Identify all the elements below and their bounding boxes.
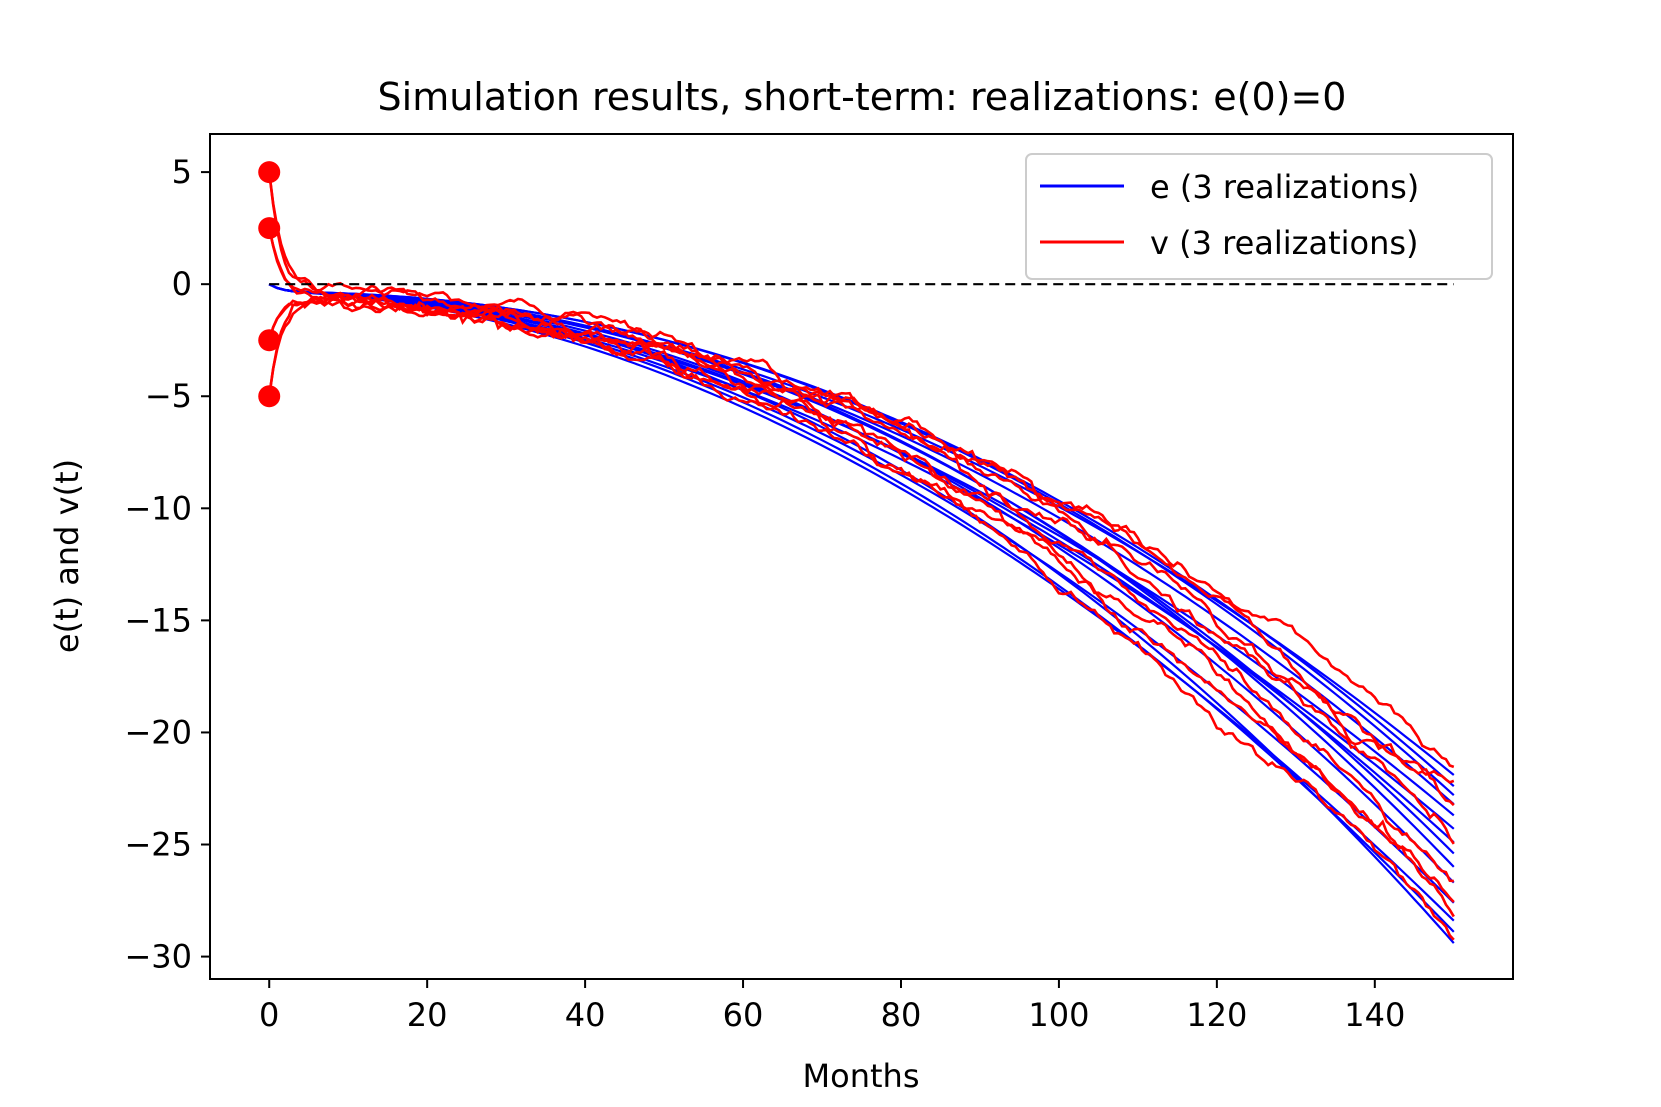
legend-label-e: e (3 realizations) xyxy=(1150,168,1419,206)
x-tick-label: 140 xyxy=(1344,996,1405,1034)
x-tick-label: 100 xyxy=(1028,996,1089,1034)
y-tick-label: −10 xyxy=(124,489,192,527)
plot-area xyxy=(258,161,1455,944)
chart-title: Simulation results, short-term: realizat… xyxy=(378,75,1347,119)
initial-v-marker xyxy=(258,217,281,240)
y-axis-label: e(t) and v(t) xyxy=(48,459,86,653)
x-tick-label: 20 xyxy=(407,996,448,1034)
x-tick-label: 40 xyxy=(565,996,606,1034)
x-tick-label: 120 xyxy=(1186,996,1247,1034)
x-tick-label: 60 xyxy=(723,996,764,1034)
x-tick-label: 80 xyxy=(881,996,922,1034)
y-tick-label: 5 xyxy=(172,153,192,191)
y-tick-label: −30 xyxy=(124,938,192,976)
initial-v-marker xyxy=(258,329,281,352)
x-tick-label: 0 xyxy=(259,996,279,1034)
v-series-line xyxy=(267,293,1455,918)
v-series-line xyxy=(267,171,1454,883)
v-series-line xyxy=(267,295,1455,941)
initial-v-marker xyxy=(258,385,281,408)
initial-v-marker xyxy=(258,161,281,184)
v-series-line xyxy=(267,227,1455,784)
legend-label-v: v (3 realizations) xyxy=(1150,224,1419,262)
axes-frame xyxy=(209,133,1514,980)
plot-series-group xyxy=(267,171,1455,944)
y-tick-label: 0 xyxy=(172,265,192,303)
axis-ticks: 0 20 40 60 80 100 120 140 5 0 −5 −10 −15 −20 −25 −30 xyxy=(124,153,1405,1034)
x-axis-label: Months xyxy=(803,1057,920,1095)
legend: e (3 realizations) v (3 realizations) xyxy=(1025,153,1493,280)
y-tick-label: −25 xyxy=(124,826,192,864)
y-tick-label: −20 xyxy=(124,713,192,751)
y-tick-label: −5 xyxy=(145,377,192,415)
v-series-line xyxy=(267,292,1455,845)
y-tick-label: −15 xyxy=(124,601,192,639)
legend-box xyxy=(1025,153,1493,280)
